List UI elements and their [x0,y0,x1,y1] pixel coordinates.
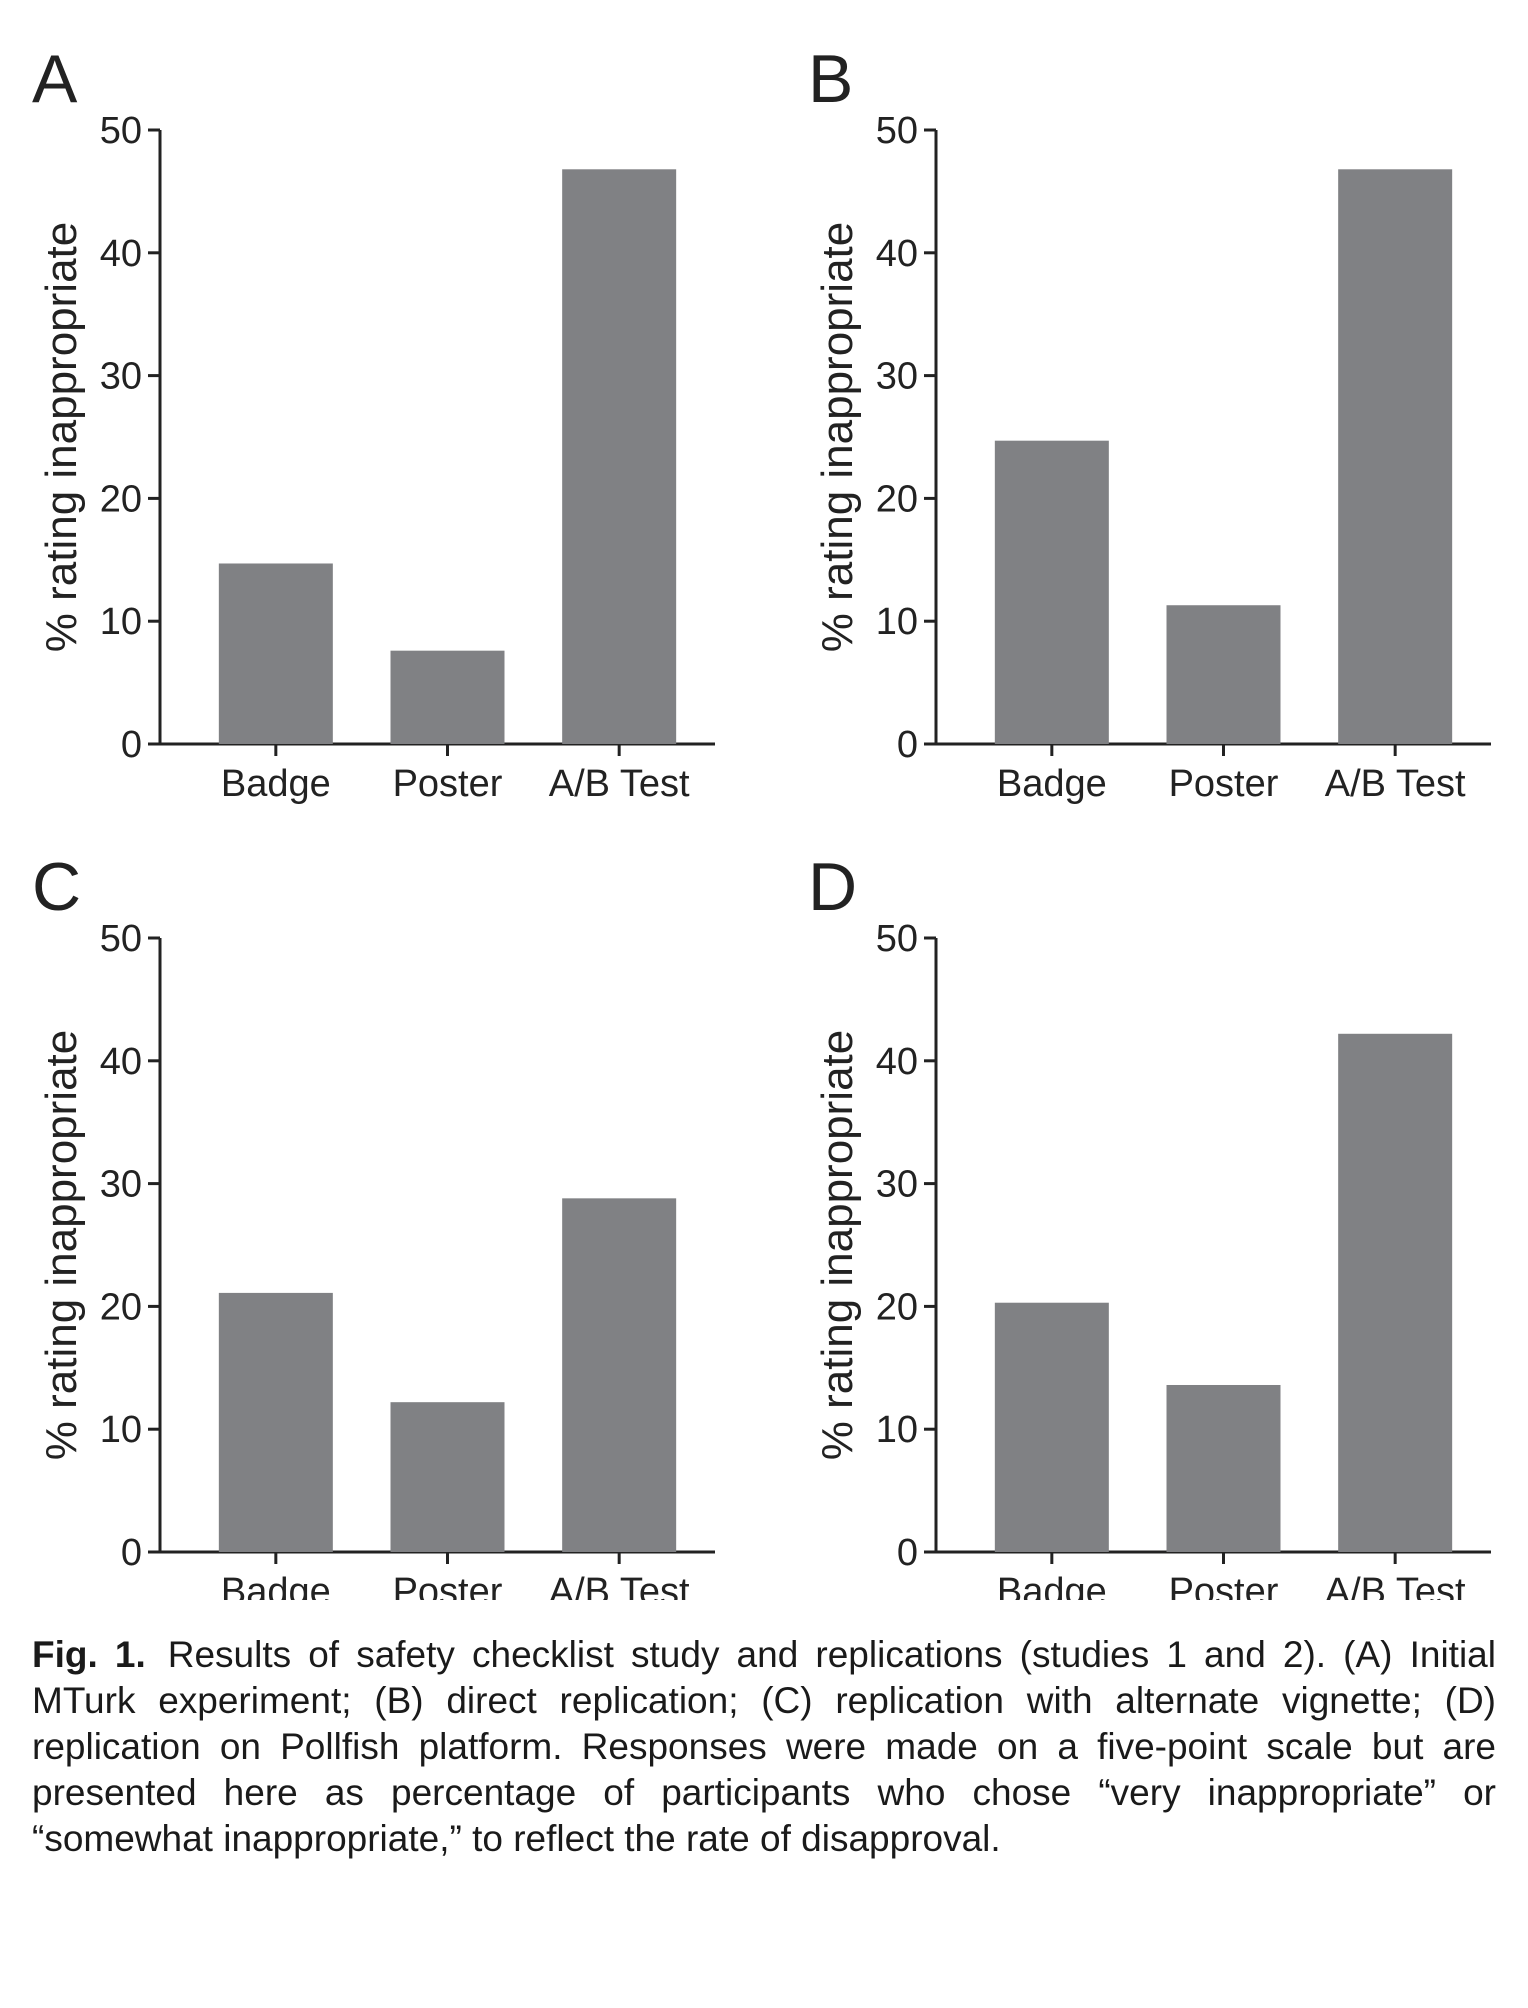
y-tick-label: 40 [876,1041,918,1083]
y-tick-label: 50 [100,110,142,152]
y-tick-label: 20 [876,1286,918,1328]
bar-poster [390,1402,505,1552]
y-tick-label: 30 [876,356,918,398]
y-tick-label: 50 [876,110,918,152]
y-tick-label: 0 [897,724,918,766]
y-tick-label: 30 [100,356,142,398]
y-tick-label: 10 [100,601,142,643]
y-tick-label: 10 [100,1409,142,1451]
bar-badge [218,1292,333,1552]
bar-a-b-test [1338,1033,1453,1552]
y-axis-label: % rating inappropriate [37,222,86,652]
y-axis-label: % rating inappropriate [813,222,862,652]
y-tick-label: 40 [100,1041,142,1083]
x-category-label: Poster [1169,763,1279,805]
x-category-label: A/B Test [1325,1571,1466,1600]
caption-label: Fig. 1. [32,1634,146,1675]
x-category-label: Poster [393,1571,503,1600]
chart-panel-a: A % rating inappropriate 0 10 20 30 40 50 Badge P… [32,41,715,805]
y-tick-label: 0 [897,1532,918,1574]
y-tick-label: 20 [100,478,142,520]
bar-a-b-test [1338,169,1453,744]
bar-badge [218,563,333,744]
chart-panel-d: D % rating inappropriate 0 10 20 30 40 50 Badge P… [808,849,1491,1600]
panel-letter: A [32,41,78,117]
y-tick-label: 10 [876,1409,918,1451]
y-tick-label: 20 [876,478,918,520]
x-category-label: Badge [221,1571,331,1600]
y-tick-label: 30 [100,1164,142,1206]
chart-panel-c: C % rating inappropriate 0 10 20 30 40 50 Badge P… [32,849,715,1600]
y-tick-label: 50 [100,918,142,960]
panel-letter: D [808,849,857,925]
figure-caption: Fig. 1. Results of safety checklist study… [32,1632,1496,1862]
y-axis-label: % rating inappropriate [37,1030,86,1460]
y-axis-label: % rating inappropriate [813,1030,862,1460]
bar-poster [390,650,505,744]
x-category-label: Badge [997,763,1107,805]
bar-badge [994,440,1109,744]
chart-panel-b: B % rating inappropriate 0 10 20 30 40 50 Badge P… [808,41,1491,805]
y-tick-label: 20 [100,1286,142,1328]
caption-text: Results of safety checklist study and re… [32,1634,1496,1859]
x-category-label: Poster [1169,1571,1279,1600]
x-category-label: A/B Test [1325,763,1466,805]
x-category-label: A/B Test [549,763,690,805]
y-tick-label: 30 [876,1164,918,1206]
x-category-label: Badge [997,1571,1107,1600]
panel-letter: C [32,849,81,925]
y-tick-label: 40 [100,233,142,275]
x-category-label: Poster [393,763,503,805]
y-tick-label: 0 [121,724,142,766]
bar-a-b-test [562,169,677,744]
y-tick-label: 10 [876,601,918,643]
bar-a-b-test [562,1198,677,1552]
x-category-label: A/B Test [549,1571,690,1600]
y-tick-label: 40 [876,233,918,275]
y-tick-label: 50 [876,918,918,960]
y-tick-label: 0 [121,1532,142,1574]
bar-poster [1166,605,1281,744]
figure-panels: A % rating inappropriate 0 10 20 30 40 50 Badge P… [32,41,1491,1600]
bar-badge [994,1302,1109,1552]
panel-letter: B [808,41,853,117]
bar-poster [1166,1384,1281,1552]
x-category-label: Badge [221,763,331,805]
